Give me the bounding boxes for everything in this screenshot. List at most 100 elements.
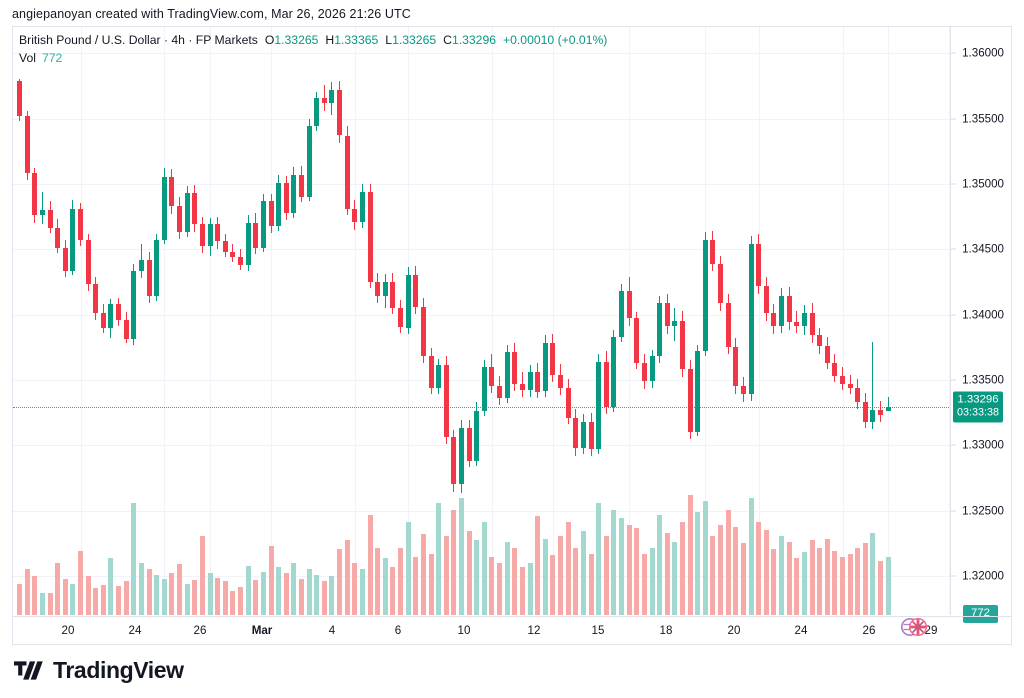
candle-body <box>550 343 556 375</box>
candle-body <box>840 375 845 384</box>
candle-body <box>535 372 541 392</box>
volume-bar <box>657 514 663 615</box>
candle-body <box>78 208 83 240</box>
volume-bar <box>123 580 129 615</box>
volume-bar <box>672 541 678 615</box>
volume-bar <box>291 562 297 615</box>
candle-body <box>390 281 396 308</box>
volume-bar <box>634 528 640 615</box>
chart-plot-area[interactable] <box>13 27 951 615</box>
candle-body <box>672 321 678 327</box>
volume-bar <box>70 583 76 615</box>
volume-bar <box>611 510 617 615</box>
volume-bar <box>626 525 632 615</box>
time-scale-label: 20 <box>727 624 741 637</box>
volume-bar <box>367 515 373 615</box>
volume-bar <box>718 525 723 615</box>
candle-body <box>314 97 320 127</box>
candle-body <box>268 200 274 226</box>
volume-bar <box>481 522 487 615</box>
volume-bar <box>558 535 563 615</box>
price-scale[interactable]: 1.36000 1.35500 1.35000 1.34500 1.34000 1.335… <box>950 27 1011 623</box>
volume-bar <box>230 591 236 615</box>
candle-body <box>230 251 236 257</box>
gridline-vertical <box>552 27 554 615</box>
candle-body <box>253 223 259 248</box>
price-scale-tick <box>951 379 956 381</box>
volume-bar <box>497 562 503 615</box>
gridline-vertical <box>491 27 493 615</box>
volume-bar <box>192 579 198 615</box>
volume-bar <box>215 577 221 615</box>
volume-bar <box>786 541 792 615</box>
gridline-horizontal <box>13 118 951 120</box>
volume-bar <box>337 549 342 615</box>
volume-bar <box>268 546 274 615</box>
candle-body <box>619 290 624 337</box>
candle-body <box>17 80 22 116</box>
candle-body <box>504 352 510 399</box>
candle-body <box>718 263 723 303</box>
volume-bar <box>809 540 815 615</box>
time-scale-label: 26 <box>193 624 207 637</box>
candle-body <box>771 313 777 327</box>
volume-bar <box>763 529 769 615</box>
volume-bar <box>207 573 213 615</box>
candle-wick <box>872 341 874 430</box>
candle-body <box>306 126 312 197</box>
volume-bar <box>55 562 61 615</box>
volume-bar <box>695 511 701 615</box>
volume-bar <box>161 579 167 615</box>
gridline-horizontal <box>13 445 951 447</box>
volume-bar <box>771 549 777 615</box>
candle-body <box>100 313 106 328</box>
volume-bar <box>32 576 38 615</box>
candle-body <box>565 387 571 418</box>
candle-body <box>832 362 838 376</box>
gridline-vertical <box>629 27 631 615</box>
volume-bar <box>222 580 228 615</box>
candle-body <box>329 89 335 103</box>
volume-bar <box>710 535 716 615</box>
volume-bar <box>413 556 419 615</box>
volume-bar <box>138 562 144 615</box>
candle-body <box>679 321 685 370</box>
volume-bar <box>801 552 807 615</box>
price-scale-label: 1.35500 <box>962 112 1004 125</box>
time-scale[interactable]: 20 24 26 Mar 4 6 10 12 15 18 20 24 26 29 <box>13 616 1011 644</box>
candle-body <box>603 361 609 408</box>
candle-body <box>276 182 282 226</box>
candle-body <box>885 406 891 411</box>
candle-body <box>359 191 365 222</box>
volume-bar <box>420 534 426 615</box>
price-scale-label: 1.32000 <box>962 569 1004 583</box>
volume-bar <box>329 576 335 615</box>
candle-body <box>169 177 175 206</box>
volume-bar <box>855 547 861 615</box>
volume-bar <box>93 588 99 615</box>
gridline-horizontal <box>13 510 951 512</box>
candle-body <box>664 302 670 327</box>
price-scale-label: 1.34000 <box>962 308 1004 321</box>
volume-bar <box>306 568 312 615</box>
price-scale-tick <box>951 444 956 446</box>
volume-bar <box>840 556 845 615</box>
price-scale-label: 1.33000 <box>962 438 1004 452</box>
candle-body <box>93 284 99 314</box>
candle-body <box>123 319 129 340</box>
volume-bar <box>260 571 266 615</box>
volume-bar <box>679 522 685 615</box>
volume-bar <box>779 535 784 615</box>
price-scale-label: 1.34500 <box>962 242 1004 256</box>
candle-wick <box>323 84 325 111</box>
candle-body <box>283 182 289 213</box>
candle-body <box>710 240 716 264</box>
volume-bar <box>177 564 182 615</box>
time-scale-label: 20 <box>61 624 75 637</box>
volume-bar <box>184 583 190 615</box>
volume-bar <box>847 553 853 615</box>
candle-body <box>809 313 815 336</box>
volume-bar <box>146 568 152 615</box>
candle-body <box>443 365 449 438</box>
gridline-vertical <box>888 27 890 615</box>
